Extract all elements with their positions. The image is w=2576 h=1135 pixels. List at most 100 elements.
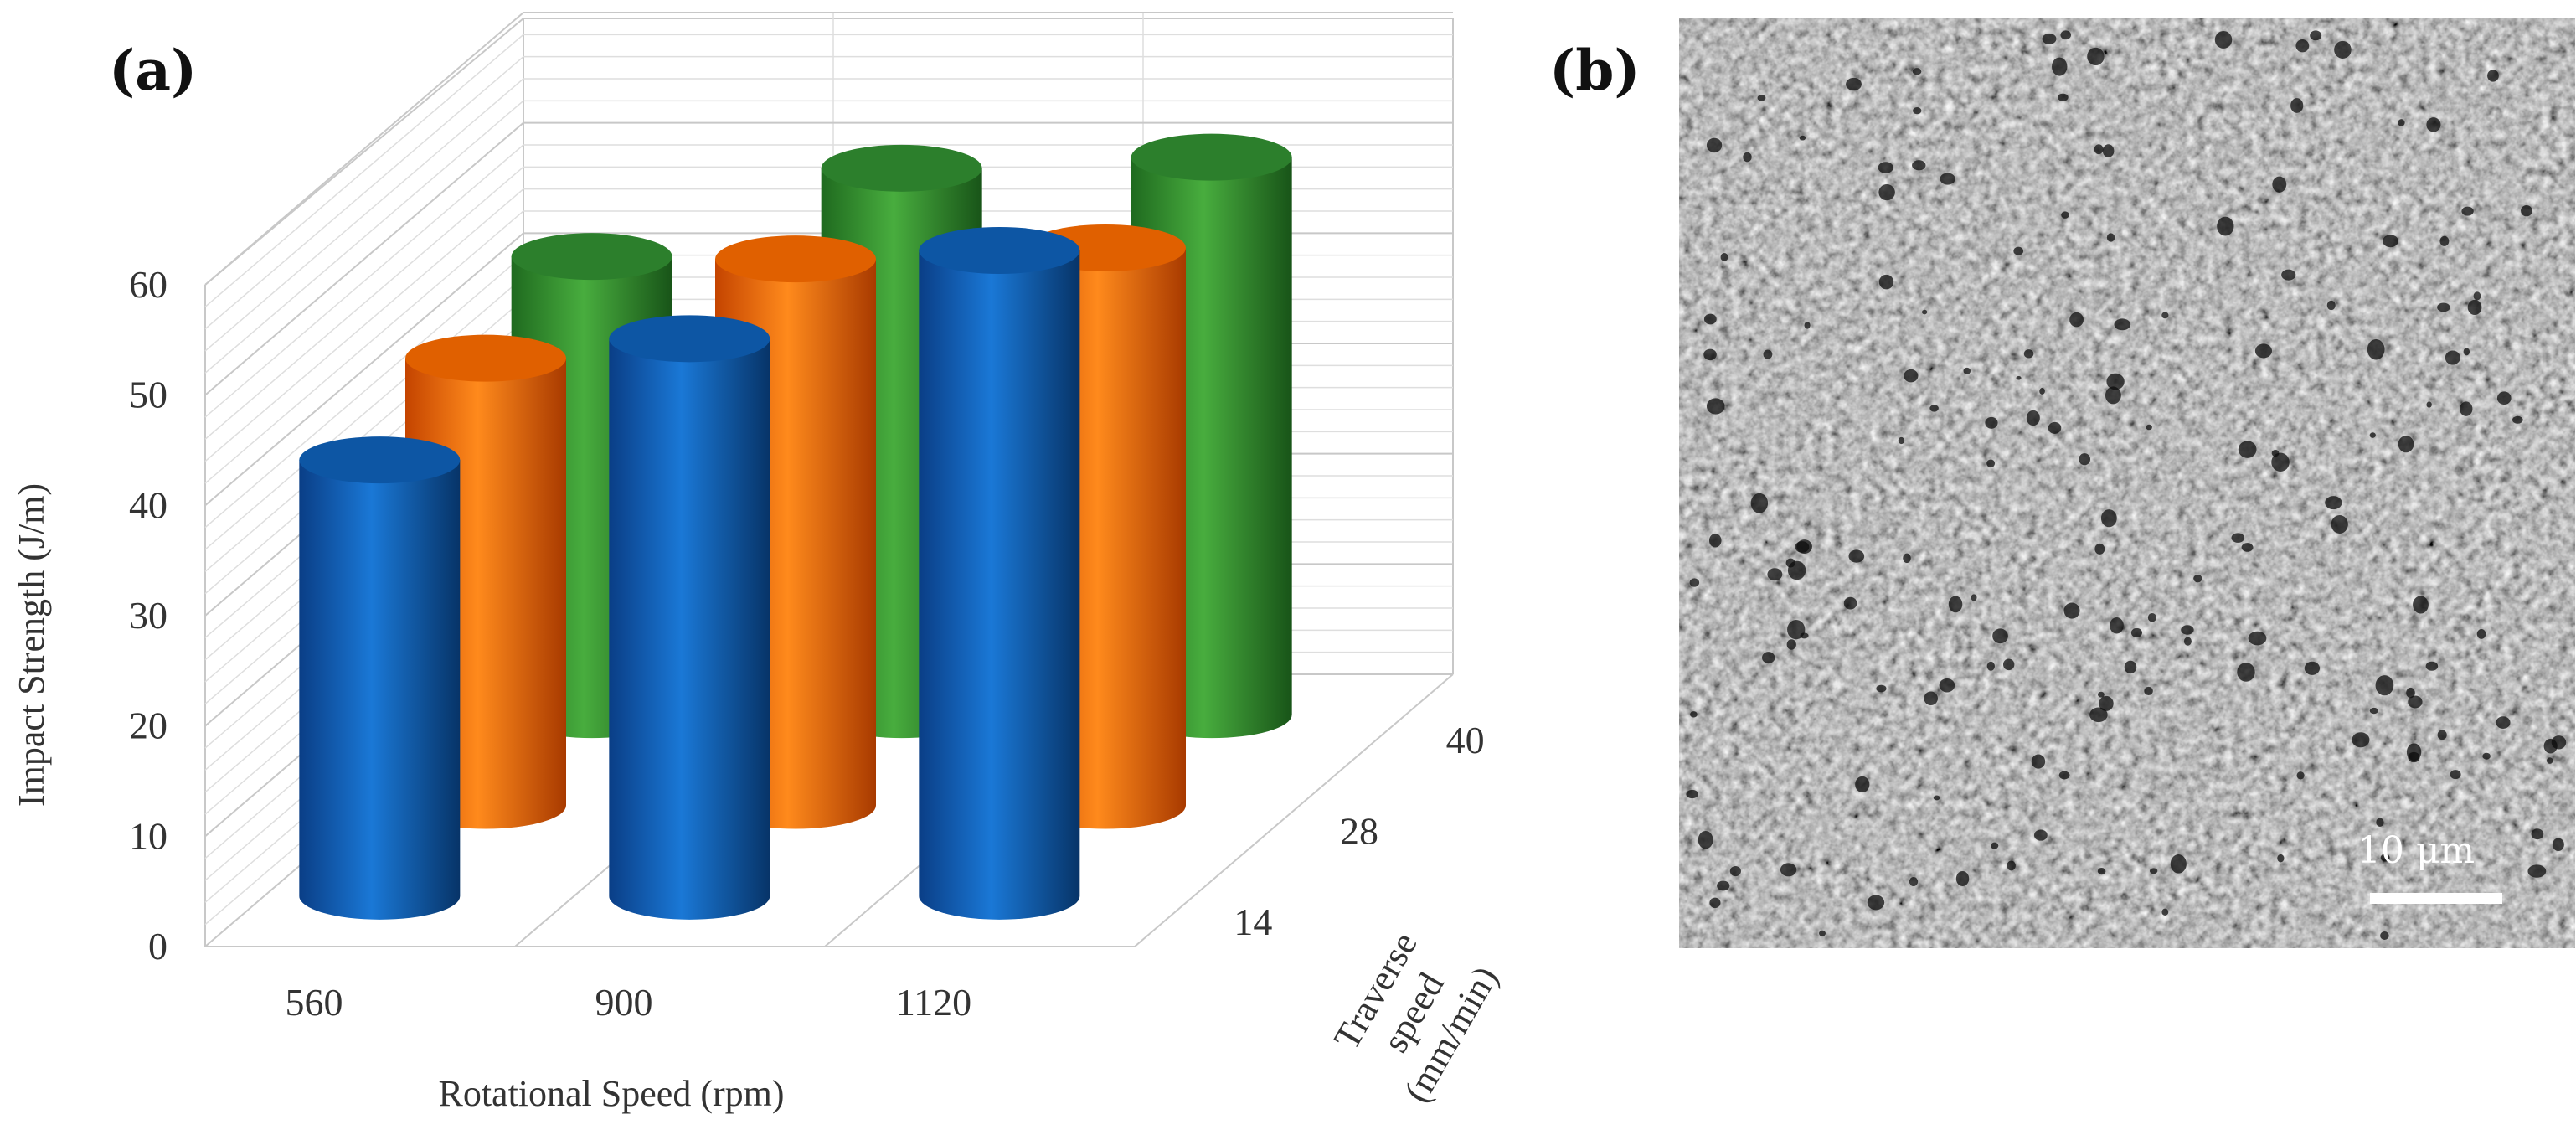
pore [2052, 57, 2068, 76]
sem-micrograph [1679, 18, 2575, 948]
pore [2181, 625, 2194, 635]
pore [1689, 578, 1700, 587]
pore [2445, 350, 2460, 365]
pore [1767, 568, 1783, 581]
pore [2248, 631, 2267, 646]
y-tick-label: 40 [129, 483, 167, 526]
pore [2531, 828, 2544, 840]
pore [2546, 757, 2553, 764]
pore [2334, 40, 2352, 59]
pore [2450, 770, 2461, 780]
pore [2271, 452, 2290, 472]
x-axis-title: Rotational Speed (rpm) [438, 1073, 784, 1114]
pore [2426, 401, 2432, 408]
pore [1843, 596, 1857, 610]
pore [1787, 619, 1806, 640]
pore [2033, 829, 2048, 841]
pore [2437, 730, 2447, 740]
side-minor-gridline [204, 144, 524, 418]
pore [2380, 931, 2389, 940]
pore [1903, 553, 1911, 563]
pore [2124, 660, 2137, 674]
pore [2007, 860, 2016, 871]
pore [2383, 235, 2398, 248]
side-gridline [204, 121, 524, 396]
pore [2217, 216, 2234, 236]
pore [1819, 930, 1826, 936]
pore [2099, 695, 2114, 711]
pore [2110, 617, 2124, 634]
side-minor-gridline [204, 188, 524, 462]
depth-tick-label: 28 [1340, 810, 1378, 853]
side-gridline [204, 232, 524, 507]
side-minor-gridline [204, 34, 524, 307]
pore [2296, 771, 2305, 780]
pore [1912, 160, 1926, 171]
pore [2271, 449, 2280, 457]
cylinder-body [609, 338, 770, 920]
cylinder-top [609, 315, 770, 363]
pore [2369, 707, 2378, 715]
pore [2106, 373, 2125, 390]
pore [2146, 424, 2152, 431]
pore [2413, 596, 2429, 614]
sem-image-texture [1679, 18, 2575, 948]
pore [2016, 375, 2022, 380]
pore [2496, 391, 2512, 405]
panel-label-b: (b) [1549, 38, 1641, 103]
pore [1986, 459, 1996, 467]
pore [1940, 173, 1955, 185]
pore [2527, 864, 2547, 878]
bar-14-900 [609, 315, 770, 920]
pore [2087, 47, 2105, 66]
pore [2097, 868, 2106, 875]
y-tick-label: 30 [129, 594, 167, 637]
pore [2325, 496, 2342, 510]
pore [2460, 401, 2473, 416]
pore [2367, 338, 2385, 360]
pore [2231, 533, 2245, 543]
pore [1708, 533, 1722, 548]
bar-14-560 [299, 436, 461, 920]
pore [1703, 313, 1717, 325]
pore [2437, 302, 2450, 312]
pore [1848, 549, 1865, 563]
pore [1743, 152, 1752, 163]
pore [2326, 300, 2336, 311]
pore [2476, 628, 2486, 639]
pore [2058, 771, 2070, 780]
panel-label-a: (a) [109, 38, 198, 103]
pore [2149, 868, 2158, 874]
pore [2254, 343, 2273, 359]
pore [2002, 658, 2015, 671]
pore [2425, 661, 2439, 671]
pore [1963, 367, 1971, 374]
pore [2482, 752, 2491, 760]
pore [1971, 594, 1977, 601]
pore [2102, 144, 2115, 157]
pore [2114, 318, 2131, 331]
pore [2272, 176, 2287, 193]
pore [2183, 637, 2192, 646]
cylinder-top [715, 235, 876, 283]
pore [2467, 299, 2482, 316]
pore [1703, 348, 1717, 361]
pore [2026, 410, 2040, 426]
pore [2089, 707, 2108, 723]
pore [2214, 31, 2233, 49]
pore [2023, 349, 2034, 359]
pore [2398, 119, 2405, 126]
pore [2463, 348, 2470, 356]
pore [1780, 863, 1797, 877]
y-tick-label: 20 [129, 704, 167, 747]
sem-pores [1686, 30, 2567, 940]
pore [1846, 77, 1862, 91]
pore [2193, 574, 2202, 583]
pore [2060, 30, 2072, 40]
y-axis-title: Impact Strength (J/m) [11, 483, 52, 807]
pore [1796, 539, 1812, 555]
pore [2147, 612, 2156, 622]
x-tick-label: 1120 [896, 981, 971, 1024]
pore [2310, 30, 2322, 41]
